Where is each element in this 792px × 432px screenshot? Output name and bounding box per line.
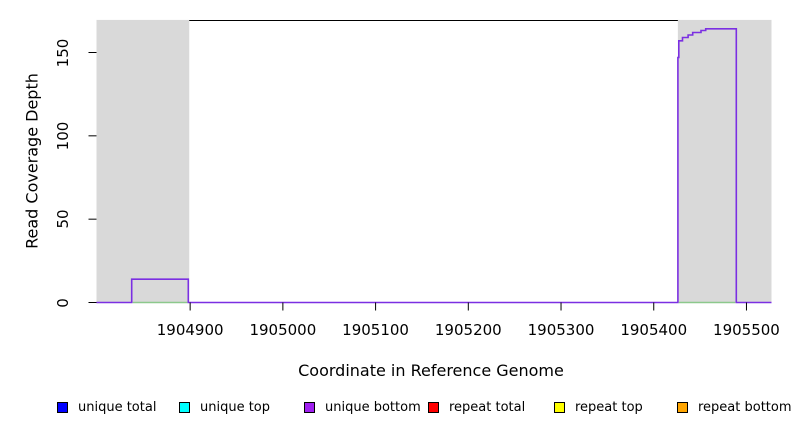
x-tick-label: 1905000 xyxy=(249,321,317,339)
x-tick-label: 1905200 xyxy=(434,321,502,339)
x-tick-label: 1905100 xyxy=(342,321,409,339)
x-tick-label: 1905500 xyxy=(713,321,780,339)
repeat-bottom-swatch-icon xyxy=(677,401,688,413)
y-tick-label: 150 xyxy=(54,38,72,67)
legend-item-repeat-top: repeat top xyxy=(554,398,643,416)
legend-item-repeat-total: repeat total xyxy=(428,398,525,416)
x-tick-label: 1904900 xyxy=(156,321,224,339)
legend-label: repeat bottom xyxy=(698,399,792,415)
legend-label: unique top xyxy=(200,399,271,415)
legend-item-repeat-bottom: repeat bottom xyxy=(677,398,792,416)
x-tick-label: 1905400 xyxy=(620,321,688,339)
repeat-total-swatch-icon xyxy=(428,401,439,413)
y-tick-label: 0 xyxy=(54,297,72,308)
repeat-top-swatch-icon xyxy=(554,401,565,413)
y-tick-label: 50 xyxy=(54,209,72,229)
legend-item-unique-bottom: unique bottom xyxy=(304,398,421,416)
masked-region xyxy=(677,19,772,303)
unique-total-swatch-icon xyxy=(57,401,68,413)
x-tick-label: 1905300 xyxy=(527,321,595,339)
legend-label: repeat top xyxy=(575,399,643,415)
y-axis-title: Read Coverage Depth xyxy=(22,73,42,249)
legend-label: unique total xyxy=(78,399,157,415)
legend-item-unique-total: unique total xyxy=(57,398,156,416)
unique-bottom-swatch-icon xyxy=(304,401,315,413)
unique-top-swatch-icon xyxy=(179,401,190,413)
x-axis-title: Coordinate in Reference Genome xyxy=(298,361,564,380)
series-unique-bottom-coverage xyxy=(96,27,772,304)
legend-item-unique-top: unique top xyxy=(179,398,270,416)
legend-label: repeat total xyxy=(449,399,526,415)
legend: unique total unique top unique bottom re… xyxy=(0,398,792,420)
legend-label: unique bottom xyxy=(325,399,421,415)
y-tick-label: 100 xyxy=(54,121,72,151)
masked-region xyxy=(96,19,190,303)
